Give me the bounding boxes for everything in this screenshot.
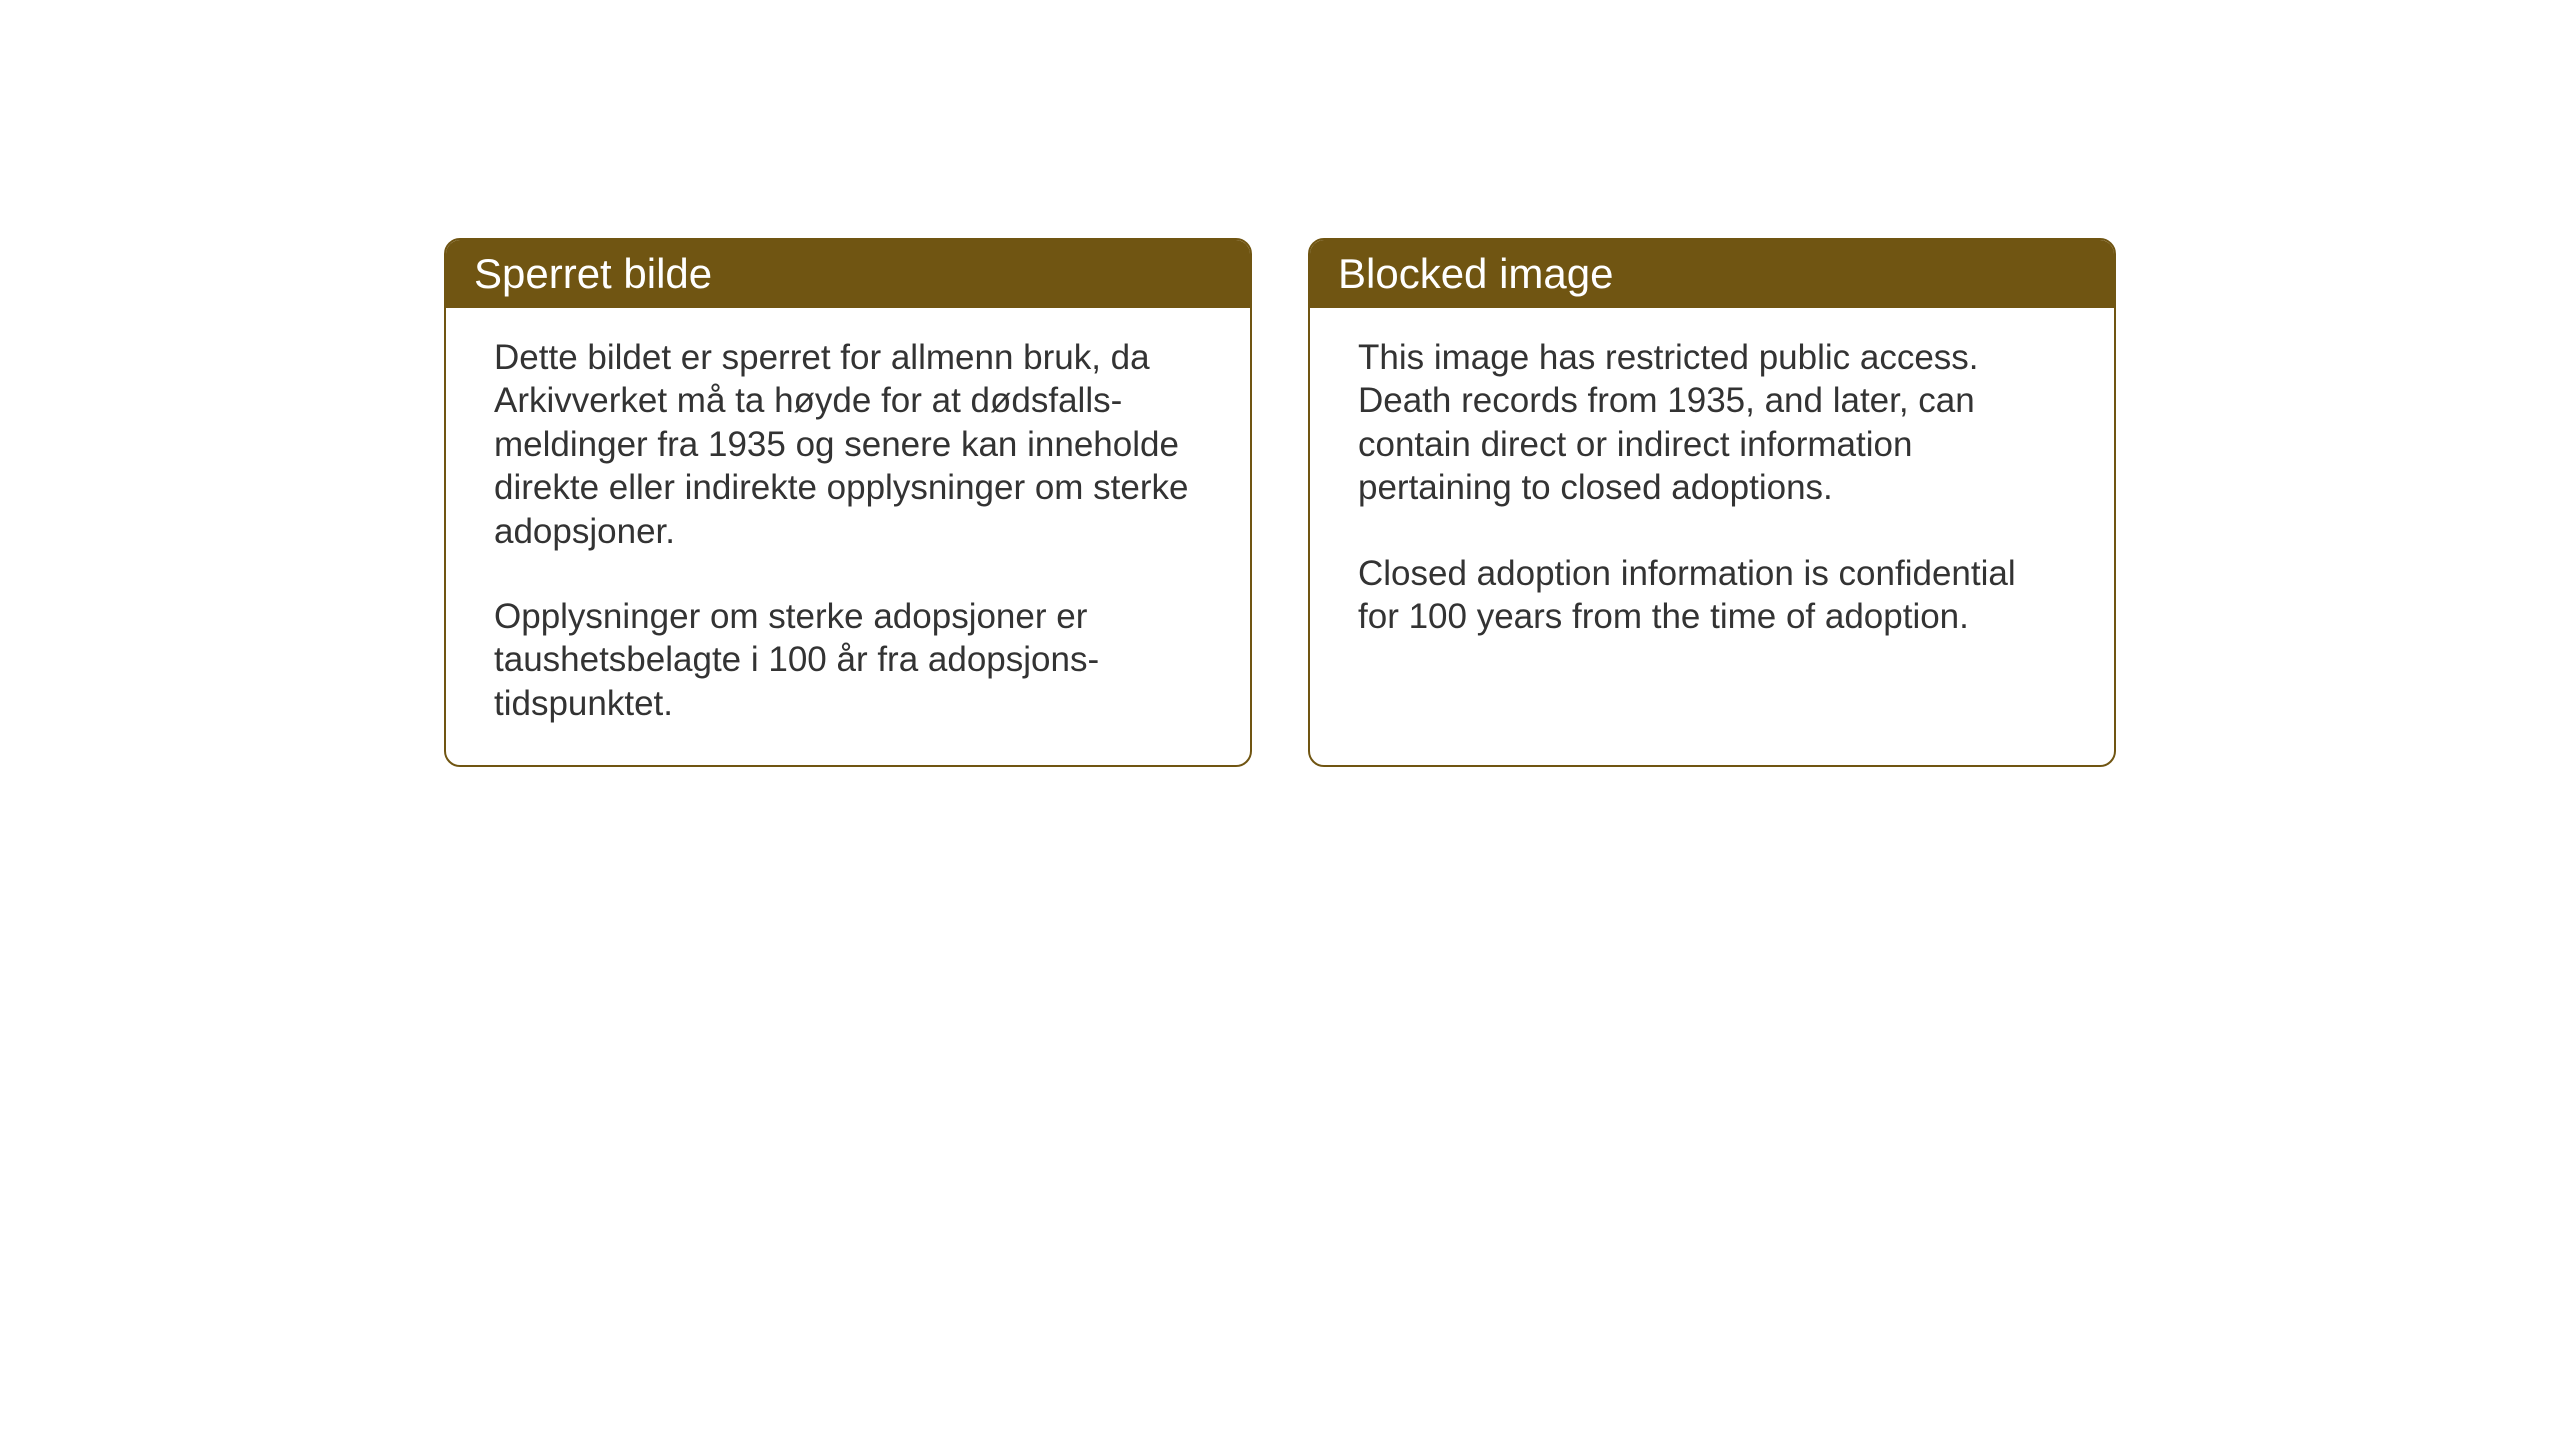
card-paragraph-english-2: Closed adoption information is confident…	[1358, 552, 2066, 639]
notice-container: Sperret bilde Dette bildet er sperret fo…	[444, 238, 2116, 767]
notice-card-english: Blocked image This image has restricted …	[1308, 238, 2116, 767]
notice-card-norwegian: Sperret bilde Dette bildet er sperret fo…	[444, 238, 1252, 767]
card-paragraph-norwegian-2: Opplysninger om sterke adopsjoner er tau…	[494, 595, 1202, 725]
card-body-norwegian: Dette bildet er sperret for allmenn bruk…	[446, 308, 1250, 765]
card-body-english: This image has restricted public access.…	[1310, 308, 2114, 678]
card-title-norwegian: Sperret bilde	[474, 250, 712, 297]
card-header-norwegian: Sperret bilde	[446, 240, 1250, 308]
card-paragraph-english-1: This image has restricted public access.…	[1358, 336, 2066, 510]
card-paragraph-norwegian-1: Dette bildet er sperret for allmenn bruk…	[494, 336, 1202, 553]
card-header-english: Blocked image	[1310, 240, 2114, 308]
card-title-english: Blocked image	[1338, 250, 1613, 297]
